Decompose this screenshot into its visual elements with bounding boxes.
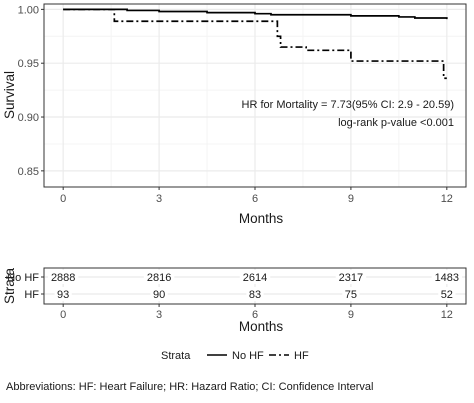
footnote: Abbreviations: HF: Heart Failure; HR: Ha… (6, 381, 374, 393)
risk-cell: 93 (57, 289, 69, 301)
risk-table: 2888 2816 2614 2317 1483 93 90 83 75 52 0 3 6 9 12 No… (2, 267, 467, 334)
legend: Strata No HF HF (161, 350, 309, 362)
legend-label-hf: HF (294, 350, 309, 362)
risk-cell: 1483 (435, 272, 459, 284)
km-x-tick-label: 6 (252, 193, 258, 205)
risk-x-tick-label: 6 (252, 309, 258, 321)
km-x-tick-label: 9 (348, 193, 354, 205)
risk-y-axis-title: Strata (2, 268, 17, 305)
km-grid (44, 4, 466, 187)
km-y-tick-label: 0.85 (18, 166, 39, 178)
km-x-tick-label: 0 (60, 193, 66, 205)
km-y-axis: 0.85 0.90 0.95 1.00 (18, 4, 44, 178)
legend-label-no-hf: No HF (232, 350, 264, 362)
risk-cell-bg (150, 287, 168, 301)
risk-x-tick-label: 0 (60, 309, 66, 321)
risk-cell-bg (246, 287, 264, 301)
km-y-tick-label: 0.95 (18, 58, 39, 70)
legend-title: Strata (161, 350, 191, 362)
km-x-axis: 0 3 6 9 12 (60, 187, 453, 205)
km-y-axis-title: Survival (2, 71, 17, 119)
risk-cell: 2317 (339, 272, 363, 284)
risk-cell-bg (239, 270, 271, 284)
km-plot: 0.850.900.951.00 0 3 6 9 12 Months Survival … (2, 3, 467, 226)
risk-cell: 52 (441, 289, 453, 301)
risk-cell-bg (431, 270, 463, 284)
km-line-no-hf (63, 8, 448, 20)
risk-cell: 2614 (243, 272, 267, 284)
risk-cell: 2888 (51, 272, 75, 284)
km-y-tick-label: 1.00 (18, 4, 39, 16)
risk-cell-bg (143, 270, 175, 284)
risk-x-axis-title: Months (239, 319, 284, 334)
risk-cell-bg (438, 287, 456, 301)
km-line-hf (63, 8, 447, 80)
risk-cell: 2816 (147, 272, 171, 284)
risk-cell-bg (335, 270, 367, 284)
risk-row-labels: No HF HF (7, 272, 44, 301)
km-x-tick-label: 3 (156, 193, 162, 205)
km-y-tick-label: 0.90 (18, 112, 39, 124)
risk-x-axis: 0 3 6 9 12 (60, 304, 453, 321)
logrank-annotation: log-rank p-value <0.001 (338, 117, 454, 129)
risk-row-label: No HF (7, 272, 39, 284)
km-x-tick-label: 12 (441, 193, 453, 205)
risk-cell: 75 (345, 289, 357, 301)
risk-x-tick-label: 3 (156, 309, 162, 321)
risk-cell-bg (47, 270, 79, 284)
risk-row-label: HF (24, 289, 39, 301)
km-series (63, 8, 448, 80)
hr-annotation: HR for Mortality = 7.73(95% CI: 2.9 - 20… (242, 99, 454, 111)
risk-cell-bg (54, 287, 72, 301)
risk-x-tick-label: 9 (348, 309, 354, 321)
risk-x-tick-label: 12 (441, 309, 453, 321)
risk-cells: 2888 2816 2614 2317 1483 93 90 83 75 52 (47, 270, 463, 301)
risk-cell-bg (342, 287, 360, 301)
km-x-axis-title: Months (239, 211, 284, 226)
risk-cell: 83 (249, 289, 261, 301)
risk-cell: 90 (153, 289, 165, 301)
